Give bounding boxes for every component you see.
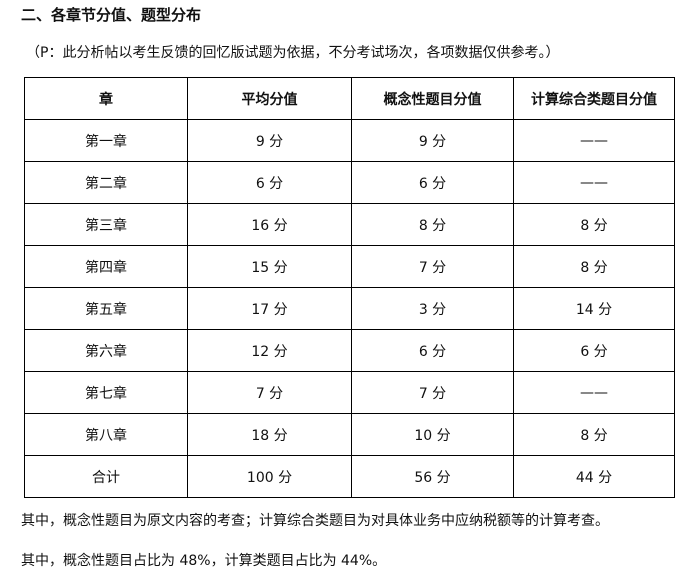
table-cell: 合计 [24,455,188,498]
table-cell: 7 分 [351,371,514,414]
table-cell: 8 分 [513,413,675,456]
table-cell: 7 分 [187,371,352,414]
table-cell: 16 分 [187,203,352,246]
table-cell: 10 分 [351,413,514,456]
table-cell: —— [513,119,675,162]
section-title: 二、各章节分值、题型分布 [21,6,202,24]
paragraph-2: 其中，概念性题目占比为 48%，计算类题目占比为 44%。 [21,553,387,569]
table-cell: 6 分 [351,161,514,204]
table-row: 合计 100 分 56 分 44 分 [24,455,675,498]
table-cell: 第二章 [24,161,188,204]
table-cell: 第五章 [24,287,188,330]
table-cell: 8 分 [513,245,675,288]
table-cell: 44 分 [513,455,675,498]
header-cell: 平均分值 [187,77,352,120]
table-cell: —— [513,161,675,204]
header-cell: 章 [24,77,188,120]
table-cell: —— [513,371,675,414]
table-cell: 6 分 [351,329,514,372]
paragraph-1: 其中，概念性题目为原文内容的考查；计算综合类题目为对具体业务中应纳税额等的计算考… [21,513,609,529]
table-cell: 9 分 [351,119,514,162]
table-cell: 第六章 [24,329,188,372]
table-cell: 15 分 [187,245,352,288]
table-cell: 100 分 [187,455,352,498]
table-cell: 第一章 [24,119,188,162]
table-cell: 6 分 [513,329,675,372]
header-cell: 计算综合类题目分值 [513,77,675,120]
table-cell: 9 分 [187,119,352,162]
header-cell: 概念性题目分值 [351,77,514,120]
table-cell: 8 分 [351,203,514,246]
note: （P：此分析帖以考生反馈的回忆版试题为依据，不分考试场次，各项数据仅供参考。） [26,45,560,61]
table-cell: 8 分 [513,203,675,246]
table-cell: 17 分 [187,287,352,330]
table-cell: 第七章 [24,371,188,414]
table-cell: 6 分 [187,161,352,204]
table-cell: 14 分 [513,287,675,330]
table-cell: 第八章 [24,413,188,456]
table-cell: 第四章 [24,245,188,288]
table-cell: 7 分 [351,245,514,288]
table-cell: 18 分 [187,413,352,456]
table-cell: 3 分 [351,287,514,330]
table-cell: 12 分 [187,329,352,372]
header-row: 章 平均分值 概念性题目分值 计算综合类题目分值 [24,77,675,120]
table-cell: 第三章 [24,203,188,246]
table-cell: 56 分 [351,455,514,498]
